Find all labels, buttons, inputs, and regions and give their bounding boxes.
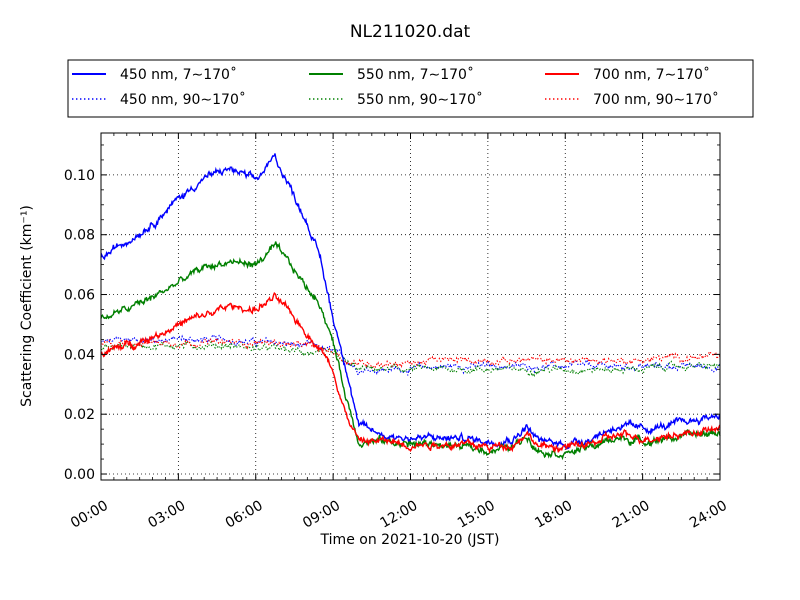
y-tick-label: 0.04 [64,347,95,363]
series-line-4 [100,339,721,379]
series-layer [100,153,721,461]
y-axis: 0.00 0.02 0.04 0.06 0.08 0.10 [64,144,720,483]
chart-title: NL211020.dat [350,22,471,42]
series-line-2 [100,333,721,376]
legend-label: 450 nm, 7∼170˚ [120,66,237,83]
legend: 450 nm, 7∼170˚ 450 nm, 90∼170˚ 550 nm, 7∼1… [67,59,754,118]
x-axis-label: Time on 2021-10-20 (JST) [320,532,500,548]
series-line-1 [100,153,721,450]
y-tick-label: 0.00 [64,467,95,483]
legend-box [67,59,754,118]
legend-label: 700 nm, 7∼170˚ [593,66,710,83]
y-tick-label: 0.10 [64,168,95,184]
series-line-5 [101,291,721,455]
y-tick-label: 0.08 [64,228,95,244]
y-tick-label: 0.02 [64,407,95,423]
y-tick-label: 0.06 [64,288,95,304]
legend-label: 700 nm, 90∼170˚ [593,91,719,108]
series-line-3 [100,241,721,461]
legend-label: 550 nm, 7∼170˚ [357,66,474,83]
y-axis-label: Scattering Coefficient (km⁻¹) [19,205,35,407]
legend-label: 450 nm, 90∼170˚ [120,91,246,108]
legend-label: 550 nm, 90∼170˚ [357,91,483,108]
